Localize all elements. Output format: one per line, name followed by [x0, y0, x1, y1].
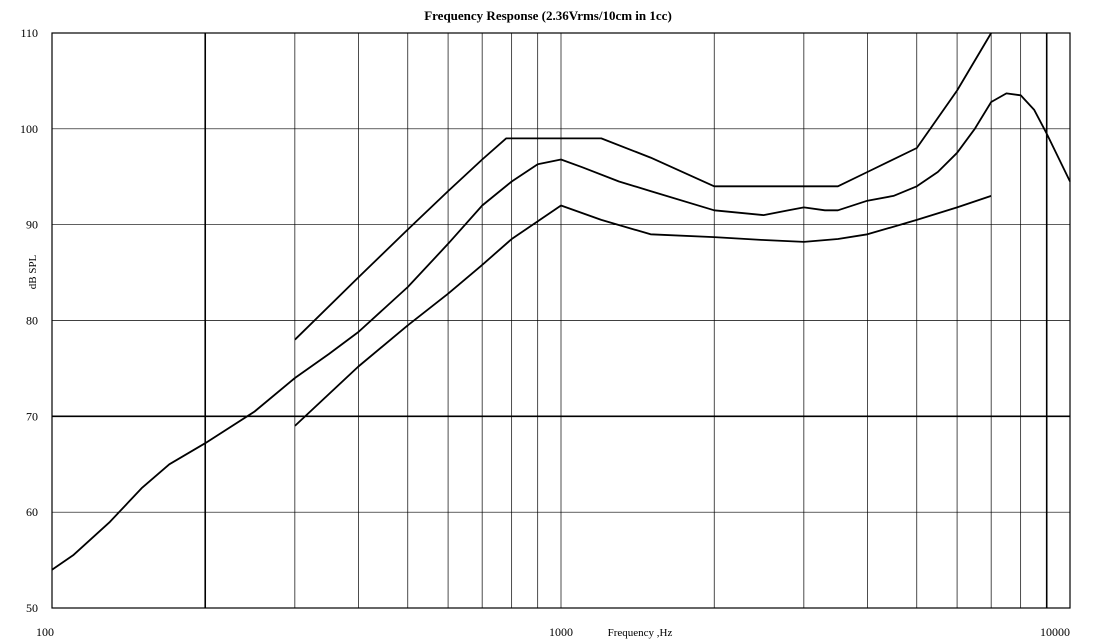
plot-area-frame: [51, 32, 1071, 609]
y-tick-label: 110: [20, 26, 38, 40]
response-curve-1: [294, 32, 992, 341]
y-tick-label: 60: [26, 505, 38, 519]
chart-title: Frequency Response (2.36Vrms/10cm in 1cc…: [424, 8, 672, 23]
y-axis-label: dB SPL: [27, 254, 39, 289]
x-tick-label: 100: [36, 625, 54, 639]
y-tick-label: 80: [26, 314, 38, 328]
response-curve-2: [51, 92, 1071, 571]
x-tick-label: 10000: [1040, 625, 1070, 639]
y-tick-label: 70: [26, 409, 38, 423]
y-tick-label: 90: [26, 218, 38, 232]
series-layer: [51, 32, 1071, 571]
y-tick-label: 50: [26, 601, 38, 615]
tick-label-layer: 50 60 70 80 90 100 110 100 1000 10000: [20, 26, 1070, 639]
response-curve-3: [294, 195, 992, 427]
x-axis-label: Frequency ,Hz: [608, 627, 673, 639]
y-tick-label: 100: [20, 122, 38, 136]
grid-layer: [52, 33, 1070, 608]
x-tick-label: 1000: [549, 625, 573, 639]
